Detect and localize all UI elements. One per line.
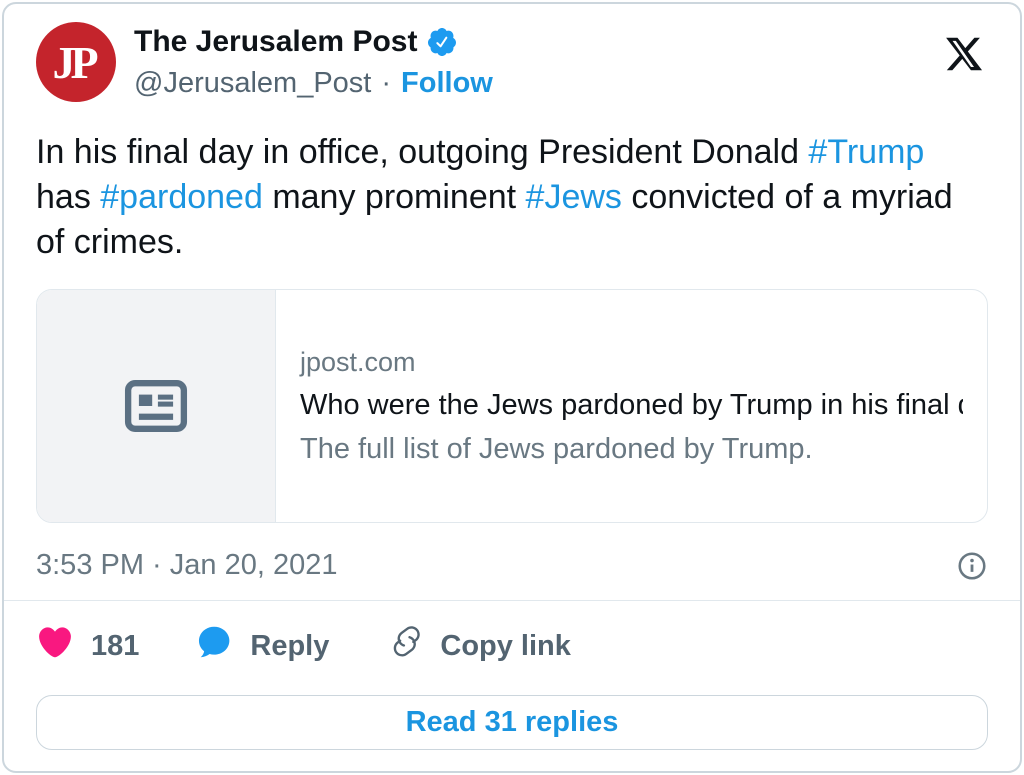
- reply-bubble-icon: [195, 623, 250, 669]
- link-domain: jpost.com: [300, 346, 416, 377]
- author-name[interactable]: The Jerusalem Post: [134, 24, 418, 58]
- meta-row: 3:53 PM · Jan 20, 2021: [36, 549, 988, 582]
- info-icon[interactable]: [956, 550, 988, 582]
- link-thumbnail: [37, 290, 276, 522]
- action-bar: 181 Reply Copy link: [36, 623, 988, 669]
- handle-separator: ·: [381, 66, 392, 99]
- like-count: 181: [91, 629, 140, 662]
- avatar[interactable]: JP: [36, 22, 116, 102]
- x-logo-icon[interactable]: [944, 34, 984, 79]
- tweet-text-segment: has: [36, 178, 101, 216]
- link-card-body: jpost.com Who were the Jews pardoned by …: [276, 290, 987, 522]
- verified-badge-icon: [428, 27, 457, 56]
- link-preview-card[interactable]: jpost.com Who were the Jews pardoned by …: [36, 289, 988, 523]
- like-button[interactable]: 181: [36, 623, 139, 669]
- link-description: The full list of Jews pardoned by Trump.: [300, 432, 813, 465]
- copy-link-icon: [385, 623, 440, 669]
- copy-link-label: Copy link: [440, 629, 571, 662]
- newspaper-icon: [124, 380, 188, 432]
- read-replies-button[interactable]: Read 31 replies: [36, 695, 988, 750]
- tweet-text: In his final day in office, outgoing Pre…: [36, 130, 988, 265]
- heart-icon: [36, 623, 91, 669]
- reply-label: Reply: [250, 629, 330, 662]
- tweet-text-segment: In his final day in office, outgoing Pre…: [36, 133, 809, 171]
- author-block: The Jerusalem Post @Jerusalem_Post · Fol…: [134, 25, 493, 100]
- tweet-text-segment: many prominent: [262, 178, 526, 216]
- tweet-header: JP The Jerusalem Post @Jerusalem_Post · …: [36, 22, 988, 102]
- copy-link-button[interactable]: Copy link: [385, 623, 571, 669]
- reply-button[interactable]: Reply: [195, 623, 329, 669]
- link-title: Who were the Jews pardoned by Trump in h…: [300, 388, 963, 421]
- tweet-text-segment: convicted of a myriad of crimes.: [36, 178, 953, 261]
- follow-button[interactable]: Follow: [401, 66, 493, 99]
- hashtag-trump[interactable]: #Trump: [808, 133, 925, 171]
- timestamp[interactable]: 3:53 PM · Jan 20, 2021: [36, 549, 338, 581]
- hashtag-jews[interactable]: #Jews: [525, 178, 622, 216]
- author-handle[interactable]: @Jerusalem_Post: [134, 66, 372, 99]
- hashtag-pardoned[interactable]: #pardoned: [100, 178, 263, 216]
- divider: [4, 600, 1020, 601]
